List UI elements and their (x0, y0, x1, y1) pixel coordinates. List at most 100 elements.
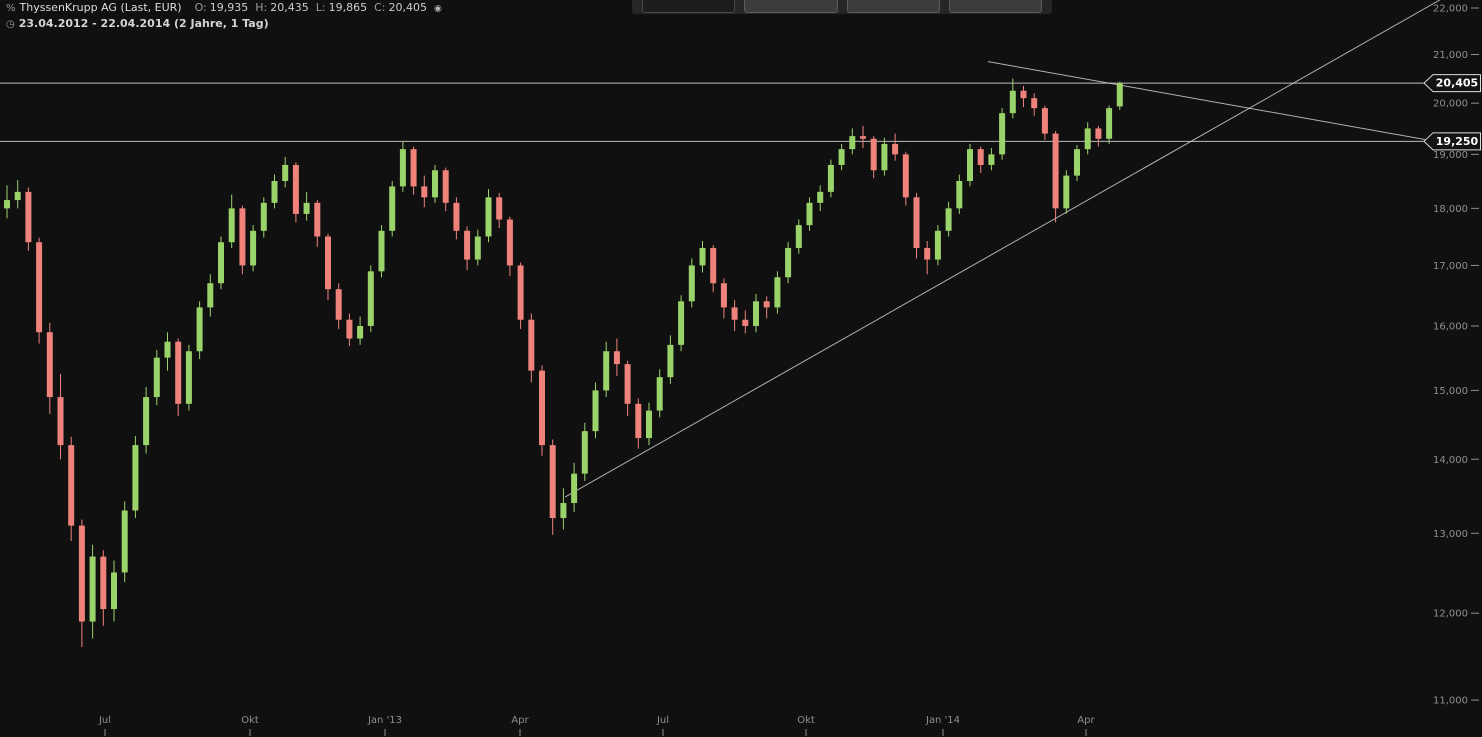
candle-body (474, 236, 481, 260)
candle-body (710, 247, 717, 284)
open-label: O: (194, 1, 207, 14)
candle-body (164, 341, 171, 358)
low-label: L: (315, 1, 326, 14)
symbol-line: % ThyssenKrupp AG (Last, EUR) O: 19,935 H: 20… (6, 1, 442, 16)
candle-body (4, 200, 10, 209)
candle-body (485, 197, 492, 237)
candle-body (1095, 128, 1102, 139)
candle-body (100, 556, 107, 610)
candle-body (506, 219, 513, 266)
y-axis-label: 18,000 (1433, 204, 1468, 215)
candle-body (207, 283, 214, 308)
candle-body (603, 351, 610, 391)
date-range[interactable]: 23.04.2012 - 22.04.2014 (2 Jahre, 1 Tag) (18, 17, 269, 30)
toolbar-button-1[interactable] (642, 0, 736, 13)
y-axis-label: 19,000 (1433, 150, 1468, 161)
candle-body (870, 138, 877, 171)
candle-body (528, 319, 535, 371)
close-label: C: (374, 1, 386, 14)
candle-body (239, 208, 246, 266)
descending-trendline[interactable] (987, 61, 1436, 142)
candle-body (335, 289, 342, 320)
candle-body (581, 431, 588, 474)
candle-body (410, 149, 417, 187)
candle-body (453, 202, 460, 231)
x-axis-label: Apr (1077, 715, 1095, 726)
chart-header: % ThyssenKrupp AG (Last, EUR) O: 19,935 H: 20… (6, 1, 442, 31)
candle-body (378, 230, 385, 272)
candle-body (1041, 108, 1048, 134)
candle-body (432, 170, 438, 198)
candle-body (860, 136, 866, 139)
y-axis-label: 15,000 (1433, 386, 1468, 397)
candle-body (132, 445, 139, 511)
candle-body (892, 143, 899, 155)
candle-body (46, 332, 53, 398)
toolbar-button-4[interactable] (948, 0, 1042, 13)
candle-body (1020, 90, 1027, 99)
candle-body (1084, 128, 1091, 150)
toolbar-button-2[interactable] (744, 0, 838, 13)
candle-body (25, 191, 32, 243)
candle-body (977, 149, 984, 165)
x-axis-label: Jul (98, 715, 111, 726)
candle-body (592, 390, 599, 432)
candle-body (560, 503, 567, 519)
candle-body (688, 265, 695, 302)
candle-body (624, 364, 631, 404)
toolbar-button-3[interactable] (846, 0, 940, 13)
x-axis-label: Okt (241, 715, 259, 726)
x-axis-label: Apr (511, 715, 529, 726)
candle-body (785, 247, 792, 278)
candle-body (924, 247, 931, 260)
candle-body (967, 149, 973, 182)
candle-body (1031, 98, 1038, 109)
candle-body (945, 208, 952, 231)
x-axis-label: Jan '13 (367, 715, 402, 726)
x-axis-label: Okt (797, 715, 815, 726)
candle-body (913, 197, 920, 248)
candle-body (549, 445, 556, 519)
clock-icon: ◷ (6, 19, 15, 30)
candle-body (678, 301, 685, 345)
y-axis-label: 14,000 (1433, 455, 1468, 466)
candle-body (1074, 149, 1080, 176)
y-axis-label: 17,000 (1433, 261, 1468, 272)
y-axis-label: 12,000 (1433, 609, 1468, 620)
support-line-19250-badge (1423, 132, 1481, 151)
candle-body (1009, 90, 1016, 114)
candle-body (143, 397, 150, 446)
last-price-line-badge-label: 20,405 (1436, 77, 1478, 90)
ascending-trendline[interactable] (564, 0, 1441, 498)
candle-body (260, 202, 267, 231)
indicator-dot-icon[interactable]: ◉ (433, 4, 442, 14)
candle-body (1106, 108, 1113, 139)
candle-body (314, 202, 321, 237)
candle-body (795, 225, 802, 248)
candle-body (57, 397, 64, 446)
x-axis-label: Jan '14 (925, 715, 960, 726)
candle-body (196, 307, 203, 352)
candle-body (1063, 175, 1070, 209)
candle-body (346, 319, 353, 339)
candle-body (111, 572, 117, 610)
candle-body (1052, 133, 1059, 209)
symbol-title[interactable]: ThyssenKrupp AG (Last, EUR) (19, 1, 182, 14)
candle-body (934, 230, 941, 260)
candle-body (881, 143, 888, 171)
candle-body (838, 149, 845, 165)
candle-body (539, 370, 545, 446)
candle-body (571, 473, 578, 504)
candle-body (902, 154, 909, 198)
candle-body (389, 186, 396, 231)
candle-body (367, 271, 374, 326)
candle-body (36, 242, 43, 333)
candle-body (185, 351, 192, 404)
candle-body (635, 403, 642, 439)
open-value: 19,935 (209, 1, 249, 14)
candle-body (68, 445, 75, 526)
y-axis-label: 20,000 (1433, 99, 1468, 110)
close-value: 20,405 (388, 1, 427, 14)
